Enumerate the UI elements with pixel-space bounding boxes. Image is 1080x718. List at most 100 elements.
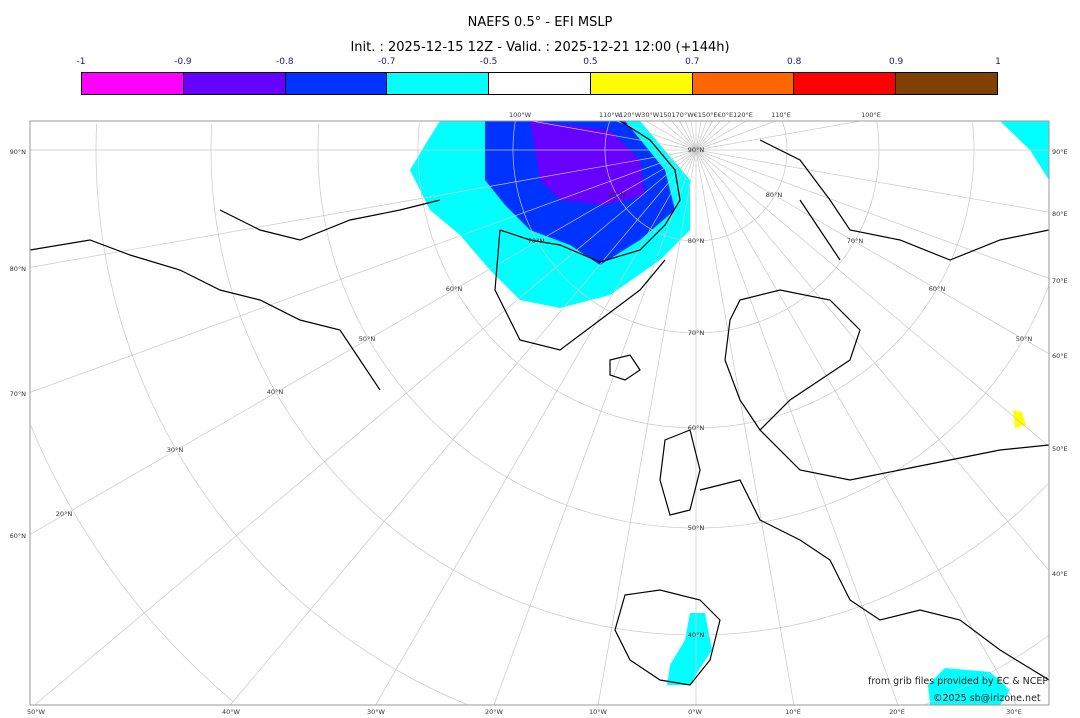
graticule-label: 70°N: [10, 390, 27, 398]
graticule-label: 120°W30°W150170°W€150°E€0°E120°E: [619, 111, 753, 119]
graticule-label: 40°N: [688, 631, 705, 639]
meridian: [375, 149, 697, 705]
graticule-label: 10°E: [785, 708, 801, 716]
meridian: [695, 121, 721, 151]
colorbar-segment: [489, 73, 591, 94]
meridian: [695, 149, 1017, 705]
meridian: [695, 121, 776, 151]
colorbar: [81, 72, 998, 95]
graticule-label: 50°N: [688, 524, 705, 532]
meridian: [678, 121, 697, 151]
meridian: [493, 149, 697, 705]
graticule-label: 30°W: [367, 708, 386, 716]
graticule-label: 100°E: [861, 111, 881, 119]
graticule-label: 90°N: [688, 146, 705, 154]
meridian: [661, 121, 697, 151]
meridian: [645, 121, 697, 151]
graticule-label: 90°N: [10, 148, 27, 156]
graticule-label: 50°W: [27, 708, 46, 716]
map-title: NAEFS 0.5° - EFI MSLP: [467, 15, 613, 30]
colorbar-segment: [692, 73, 795, 94]
meridian: [695, 121, 714, 151]
efi-cyan-northeast: [1000, 121, 1049, 180]
graticule-label: 0°W: [688, 708, 702, 716]
graticule-label: 70°N: [528, 237, 545, 245]
graticule-label: 80°N: [10, 265, 27, 273]
latitude-circle: [317, 123, 1049, 529]
map-frame: [29, 120, 1050, 706]
graticule-label: 110°W: [599, 111, 622, 119]
graticule-label: 50°N: [359, 335, 376, 343]
colorbar-tick: -0.7: [377, 57, 396, 67]
meridian: [30, 149, 697, 268]
meridian: [685, 121, 697, 151]
meridian: [695, 149, 1049, 355]
meridian: [695, 149, 1049, 447]
graticule-label: 50°E: [1052, 445, 1068, 453]
graticule-label: 60°E: [1052, 352, 1068, 360]
graticule-label: 80°N: [766, 191, 783, 199]
efi-cyan-southeast: [928, 668, 1010, 705]
graticule-label: 80°E: [1052, 210, 1068, 218]
graticule-label: 20°N: [56, 510, 73, 518]
meridian: [695, 121, 731, 151]
copyright: ©2025 sb@irizone.net: [933, 693, 1041, 704]
meridian: [616, 121, 697, 151]
efi-purple-greenland: [530, 121, 645, 205]
colorbar-segment: [285, 73, 388, 94]
meridian: [695, 121, 707, 151]
graticule-label: 40°W: [222, 708, 241, 716]
colorbar-tick: -1: [76, 57, 86, 67]
graticule-label: 20°E: [889, 708, 905, 716]
graticule-label: 30°N: [167, 446, 184, 454]
graticule-label: 10°W: [589, 708, 608, 716]
meridian: [695, 121, 861, 151]
map-subtitle: Init. : 2025-12-15 12Z - Valid. : 2025-1…: [350, 40, 730, 55]
latitude-circle: [604, 121, 788, 242]
colorbar-tick: 1: [995, 57, 1001, 67]
colorbar-tick: -0.8: [275, 57, 294, 67]
meridian: [695, 149, 795, 705]
colorbar-segment: [183, 73, 286, 94]
colorbar-tick: -0.5: [479, 57, 498, 67]
meridian: [34, 149, 697, 705]
meridian: [695, 149, 1049, 279]
meridian: [671, 121, 697, 151]
colorbar-segment: [794, 73, 897, 94]
graticule-label: 100°W: [509, 111, 532, 119]
graticule-label: 60°N: [446, 285, 463, 293]
graticule-label: 70°E: [1052, 277, 1068, 285]
efi-cyan-spain: [667, 613, 712, 685]
graticule-label: 40°E: [1052, 570, 1068, 578]
meridian: [695, 121, 702, 151]
meridian: [30, 149, 697, 393]
latitude-circle: [210, 124, 1049, 636]
meridian: [230, 149, 697, 705]
meridian: [695, 121, 747, 151]
meridian: [695, 149, 1049, 571]
latitude-circle: [417, 123, 975, 429]
graticule-label: 20°W: [485, 708, 504, 716]
meridian: [690, 121, 697, 151]
colorbar-segment: [82, 73, 184, 94]
graticule-label: 50°N: [1016, 335, 1033, 343]
meridian: [30, 149, 697, 535]
latitude-circle: [30, 425, 234, 702]
meridian: [695, 149, 1049, 213]
colorbar-tick: 0.9: [888, 57, 904, 67]
latitude-circle: [512, 121, 880, 334]
graticule-label: 80°N: [688, 237, 705, 245]
graticule-label: 30°E: [1006, 708, 1022, 716]
colorbar-tick: 0.5: [583, 57, 598, 67]
colorbar-tick: -0.9: [174, 57, 192, 67]
colorbar-segment: [590, 73, 693, 94]
colorbar-tick: 0.7: [685, 57, 700, 67]
graticule-label: 70°N: [688, 329, 705, 337]
meridian: [597, 149, 697, 705]
graticule-label: 90°E: [1052, 148, 1068, 156]
source-credit: from grib files provided by EC & NCEP: [868, 676, 1049, 687]
graticule-label: 80°N: [609, 191, 626, 199]
graticule-label: 60°N: [10, 532, 27, 540]
efi-yellow-east: [1013, 410, 1026, 428]
